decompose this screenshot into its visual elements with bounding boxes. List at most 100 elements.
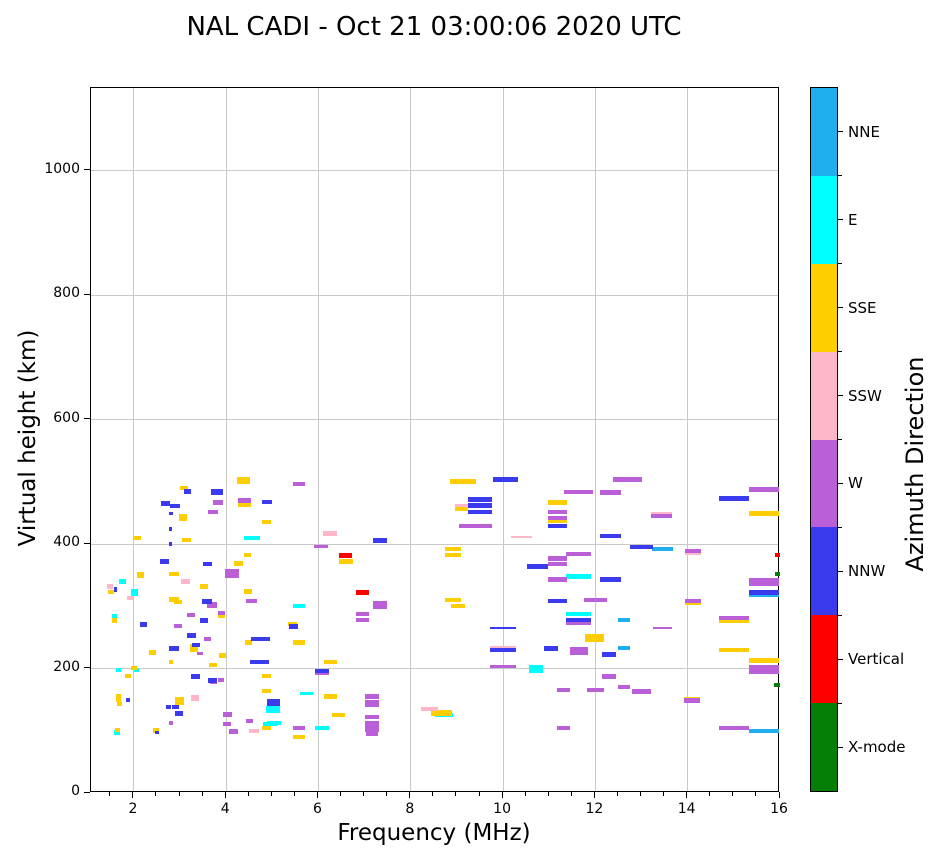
data-point-ssw <box>249 728 259 733</box>
colorbar-tick <box>838 746 843 748</box>
data-point-w <box>748 577 779 587</box>
x-minor-tick <box>570 792 572 796</box>
data-point-x-mode <box>775 572 780 576</box>
data-point-vertical <box>339 552 353 558</box>
data-point-sse <box>243 589 253 594</box>
x-minor-tick <box>270 792 272 796</box>
data-point-e <box>118 579 126 584</box>
data-point-nnw <box>468 503 493 508</box>
gridline-x <box>687 88 689 791</box>
data-point-w <box>718 726 749 731</box>
data-point-w <box>186 612 196 618</box>
data-point-w <box>548 561 567 567</box>
data-point-nnw <box>566 617 592 623</box>
x-minor-tick <box>340 792 342 796</box>
x-minor-tick <box>432 792 434 796</box>
data-point-sse <box>169 597 179 602</box>
colorbar-tick <box>838 658 843 660</box>
colorbar-category-label: SSW <box>848 386 882 405</box>
y-tick <box>84 418 90 420</box>
x-tick <box>778 792 780 798</box>
y-tick <box>84 169 90 171</box>
data-point-sse <box>218 613 225 618</box>
data-point-sse <box>324 659 337 664</box>
data-point-w <box>599 490 621 495</box>
data-point-w <box>245 718 253 723</box>
data-point-nnw <box>261 499 272 504</box>
data-point-e <box>566 611 592 616</box>
data-point-sse <box>182 537 191 542</box>
colorbar-axis-label: Azimuth Direction <box>901 356 929 572</box>
data-point-nnw <box>174 711 184 716</box>
y-tick <box>84 293 90 295</box>
x-minor-tick <box>755 792 757 796</box>
gridline-y <box>91 543 778 545</box>
data-point-sse <box>209 662 218 667</box>
data-point-nnw <box>186 633 196 638</box>
data-point-w <box>218 610 225 616</box>
data-point-sse <box>244 640 252 645</box>
y-tick-label: 1000 <box>44 160 80 177</box>
colorbar-segment-x-mode <box>811 703 837 791</box>
data-point-e <box>131 589 138 597</box>
data-point-nnw <box>171 704 180 710</box>
data-point-w <box>222 721 232 727</box>
data-point-sse <box>199 584 209 589</box>
data-point-w <box>556 726 570 731</box>
data-point-nnw <box>373 538 388 543</box>
data-point-w <box>364 699 379 708</box>
colorbar-segment-ssw <box>811 351 837 440</box>
colorbar-boundary-tick <box>838 614 842 616</box>
data-point-sse <box>233 561 243 566</box>
data-point-w <box>314 544 329 549</box>
data-point-sse <box>153 727 159 733</box>
data-point-sse <box>114 727 121 733</box>
y-tick <box>84 791 90 793</box>
x-minor-tick <box>109 792 111 796</box>
data-point-sse <box>243 552 251 557</box>
data-point-w <box>569 647 588 656</box>
data-point-e <box>566 574 592 579</box>
data-point-sse <box>293 734 305 740</box>
x-tick <box>501 792 503 798</box>
data-point-nnw <box>168 542 173 546</box>
data-point-sse <box>173 599 182 605</box>
data-point-nne <box>617 617 631 623</box>
data-point-nnw <box>251 636 270 641</box>
colorbar-boundary-tick <box>838 526 842 528</box>
data-point-x-mode <box>774 682 780 687</box>
data-point-w <box>651 514 672 518</box>
data-point-sse <box>262 673 272 679</box>
data-point-ssw <box>651 511 672 517</box>
data-point-w <box>218 677 224 682</box>
data-point-w <box>364 694 379 699</box>
data-point-nnw <box>203 561 213 567</box>
x-tick-label: 14 <box>677 801 696 817</box>
data-point-nnw <box>250 659 269 664</box>
data-point-nnw <box>490 626 516 630</box>
gridline-x <box>225 88 227 791</box>
data-point-w <box>458 523 493 529</box>
data-point-w <box>602 674 617 679</box>
data-point-nnw <box>490 647 516 653</box>
colorbar-segment-sse <box>811 263 837 352</box>
data-point-nnw <box>165 704 172 710</box>
data-point-sse <box>148 650 156 655</box>
colorbar-category-label: NNW <box>848 562 886 581</box>
y-tick-label: 600 <box>53 409 80 426</box>
data-point-sse <box>324 694 337 699</box>
data-point-w <box>566 551 592 557</box>
x-tick <box>409 792 411 798</box>
data-point-nnw <box>170 503 180 509</box>
y-tick <box>84 667 90 669</box>
data-point-sse <box>131 665 137 671</box>
colorbar-boundary-tick <box>838 439 842 440</box>
data-point-sse <box>137 572 144 578</box>
data-point-nnw <box>140 622 148 627</box>
data-point-sse <box>189 644 199 652</box>
data-point-e <box>116 667 121 672</box>
x-minor-tick <box>478 792 480 796</box>
data-point-w <box>631 689 652 695</box>
data-point-nne <box>651 546 673 552</box>
